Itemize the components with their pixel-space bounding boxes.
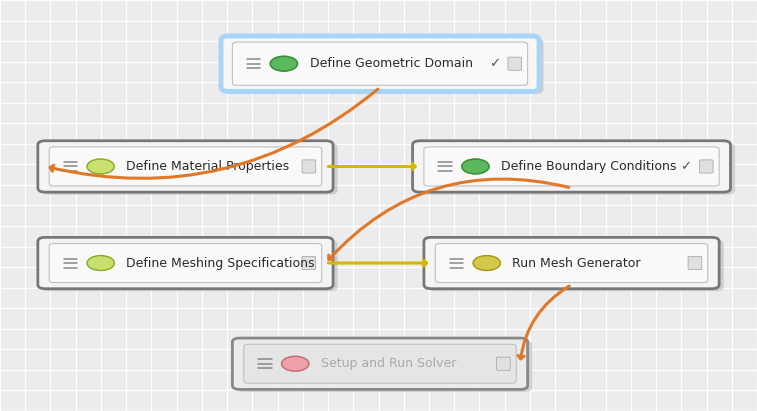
FancyBboxPatch shape (49, 243, 322, 283)
Text: ✓: ✓ (489, 57, 500, 70)
FancyBboxPatch shape (232, 338, 528, 390)
Circle shape (270, 56, 298, 71)
FancyBboxPatch shape (221, 36, 539, 92)
FancyBboxPatch shape (226, 39, 544, 94)
FancyBboxPatch shape (688, 256, 702, 270)
FancyBboxPatch shape (42, 143, 338, 195)
Text: Define Geometric Domain: Define Geometric Domain (310, 57, 472, 70)
FancyBboxPatch shape (38, 141, 333, 192)
FancyBboxPatch shape (302, 160, 316, 173)
FancyBboxPatch shape (417, 143, 735, 195)
FancyBboxPatch shape (244, 344, 516, 383)
FancyBboxPatch shape (424, 238, 719, 289)
FancyBboxPatch shape (699, 160, 713, 173)
FancyBboxPatch shape (237, 340, 532, 392)
Text: Setup and Run Solver: Setup and Run Solver (321, 357, 456, 370)
FancyBboxPatch shape (497, 357, 510, 370)
FancyBboxPatch shape (413, 141, 731, 192)
Circle shape (473, 256, 500, 270)
FancyBboxPatch shape (302, 256, 316, 270)
FancyBboxPatch shape (435, 243, 708, 283)
Text: Run Mesh Generator: Run Mesh Generator (512, 256, 641, 270)
Text: Define Material Properties: Define Material Properties (126, 160, 289, 173)
Text: Define Boundary Conditions: Define Boundary Conditions (501, 160, 677, 173)
FancyBboxPatch shape (49, 147, 322, 186)
FancyBboxPatch shape (232, 42, 528, 85)
Text: Define Meshing Specifications: Define Meshing Specifications (126, 256, 315, 270)
Circle shape (462, 159, 489, 174)
Text: ✓: ✓ (681, 160, 691, 173)
FancyBboxPatch shape (424, 147, 719, 186)
Circle shape (282, 356, 309, 371)
FancyBboxPatch shape (42, 240, 338, 291)
Circle shape (87, 256, 114, 270)
FancyBboxPatch shape (508, 57, 522, 70)
Circle shape (87, 159, 114, 174)
FancyBboxPatch shape (38, 238, 333, 289)
FancyBboxPatch shape (428, 240, 724, 291)
